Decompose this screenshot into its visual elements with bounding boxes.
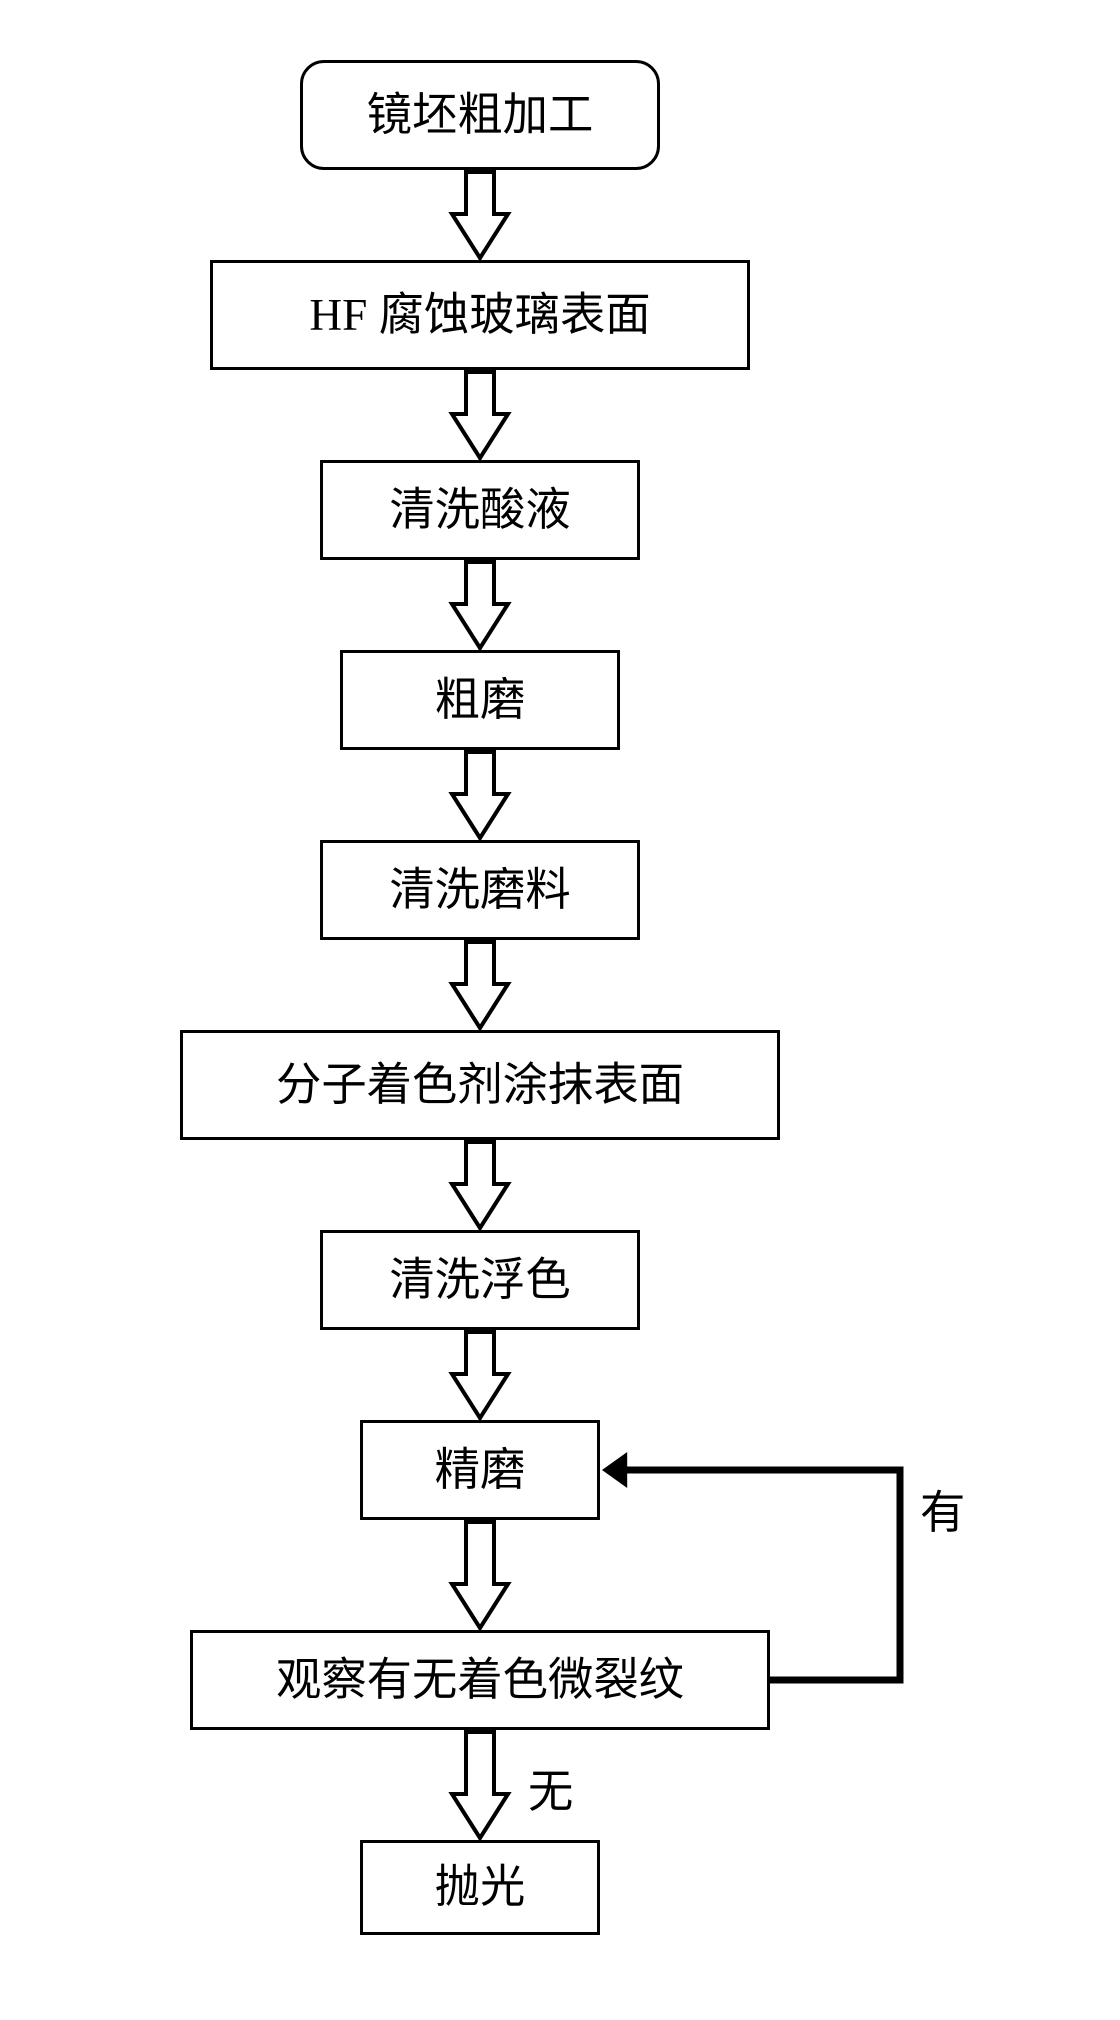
flow-node-n10: 抛光 — [360, 1840, 600, 1935]
flow-node-label: 清洗浮色 — [389, 1253, 570, 1307]
flow-node-n4: 粗磨 — [340, 650, 620, 750]
flow-node-n3: 清洗酸液 — [320, 460, 640, 560]
flow-node-label: 粗磨 — [435, 673, 526, 727]
flow-node-label: HF 腐蚀玻璃表面 — [309, 288, 650, 342]
flow-node-n9: 观察有无着色微裂纹 — [190, 1630, 770, 1730]
flow-node-n1: 镜坯粗加工 — [300, 60, 660, 170]
flow-node-label: 精磨 — [435, 1443, 526, 1497]
edge-label: 无 — [528, 1755, 573, 1821]
flow-node-n2: HF 腐蚀玻璃表面 — [210, 260, 750, 370]
edge-label: 有 — [920, 1476, 965, 1542]
flow-node-label: 分子着色剂涂抹表面 — [276, 1058, 684, 1112]
flow-node-n8: 精磨 — [360, 1420, 600, 1520]
flow-node-label: 抛光 — [435, 1860, 526, 1914]
flow-node-n6: 分子着色剂涂抹表面 — [180, 1030, 780, 1140]
flow-node-label: 清洗酸液 — [389, 483, 570, 537]
flow-node-label: 观察有无着色微裂纹 — [276, 1653, 684, 1707]
flow-node-n7: 清洗浮色 — [320, 1230, 640, 1330]
flow-node-n5: 清洗磨料 — [320, 840, 640, 940]
flowchart-stage: 镜坯粗加工 HF 腐蚀玻璃表面清洗酸液粗磨清洗磨料分子着色剂涂抹表面清洗浮色精磨观… — [0, 0, 1120, 2020]
flow-node-label: 清洗磨料 — [389, 863, 570, 917]
flow-node-label: 镜坯粗加工 — [367, 88, 594, 142]
